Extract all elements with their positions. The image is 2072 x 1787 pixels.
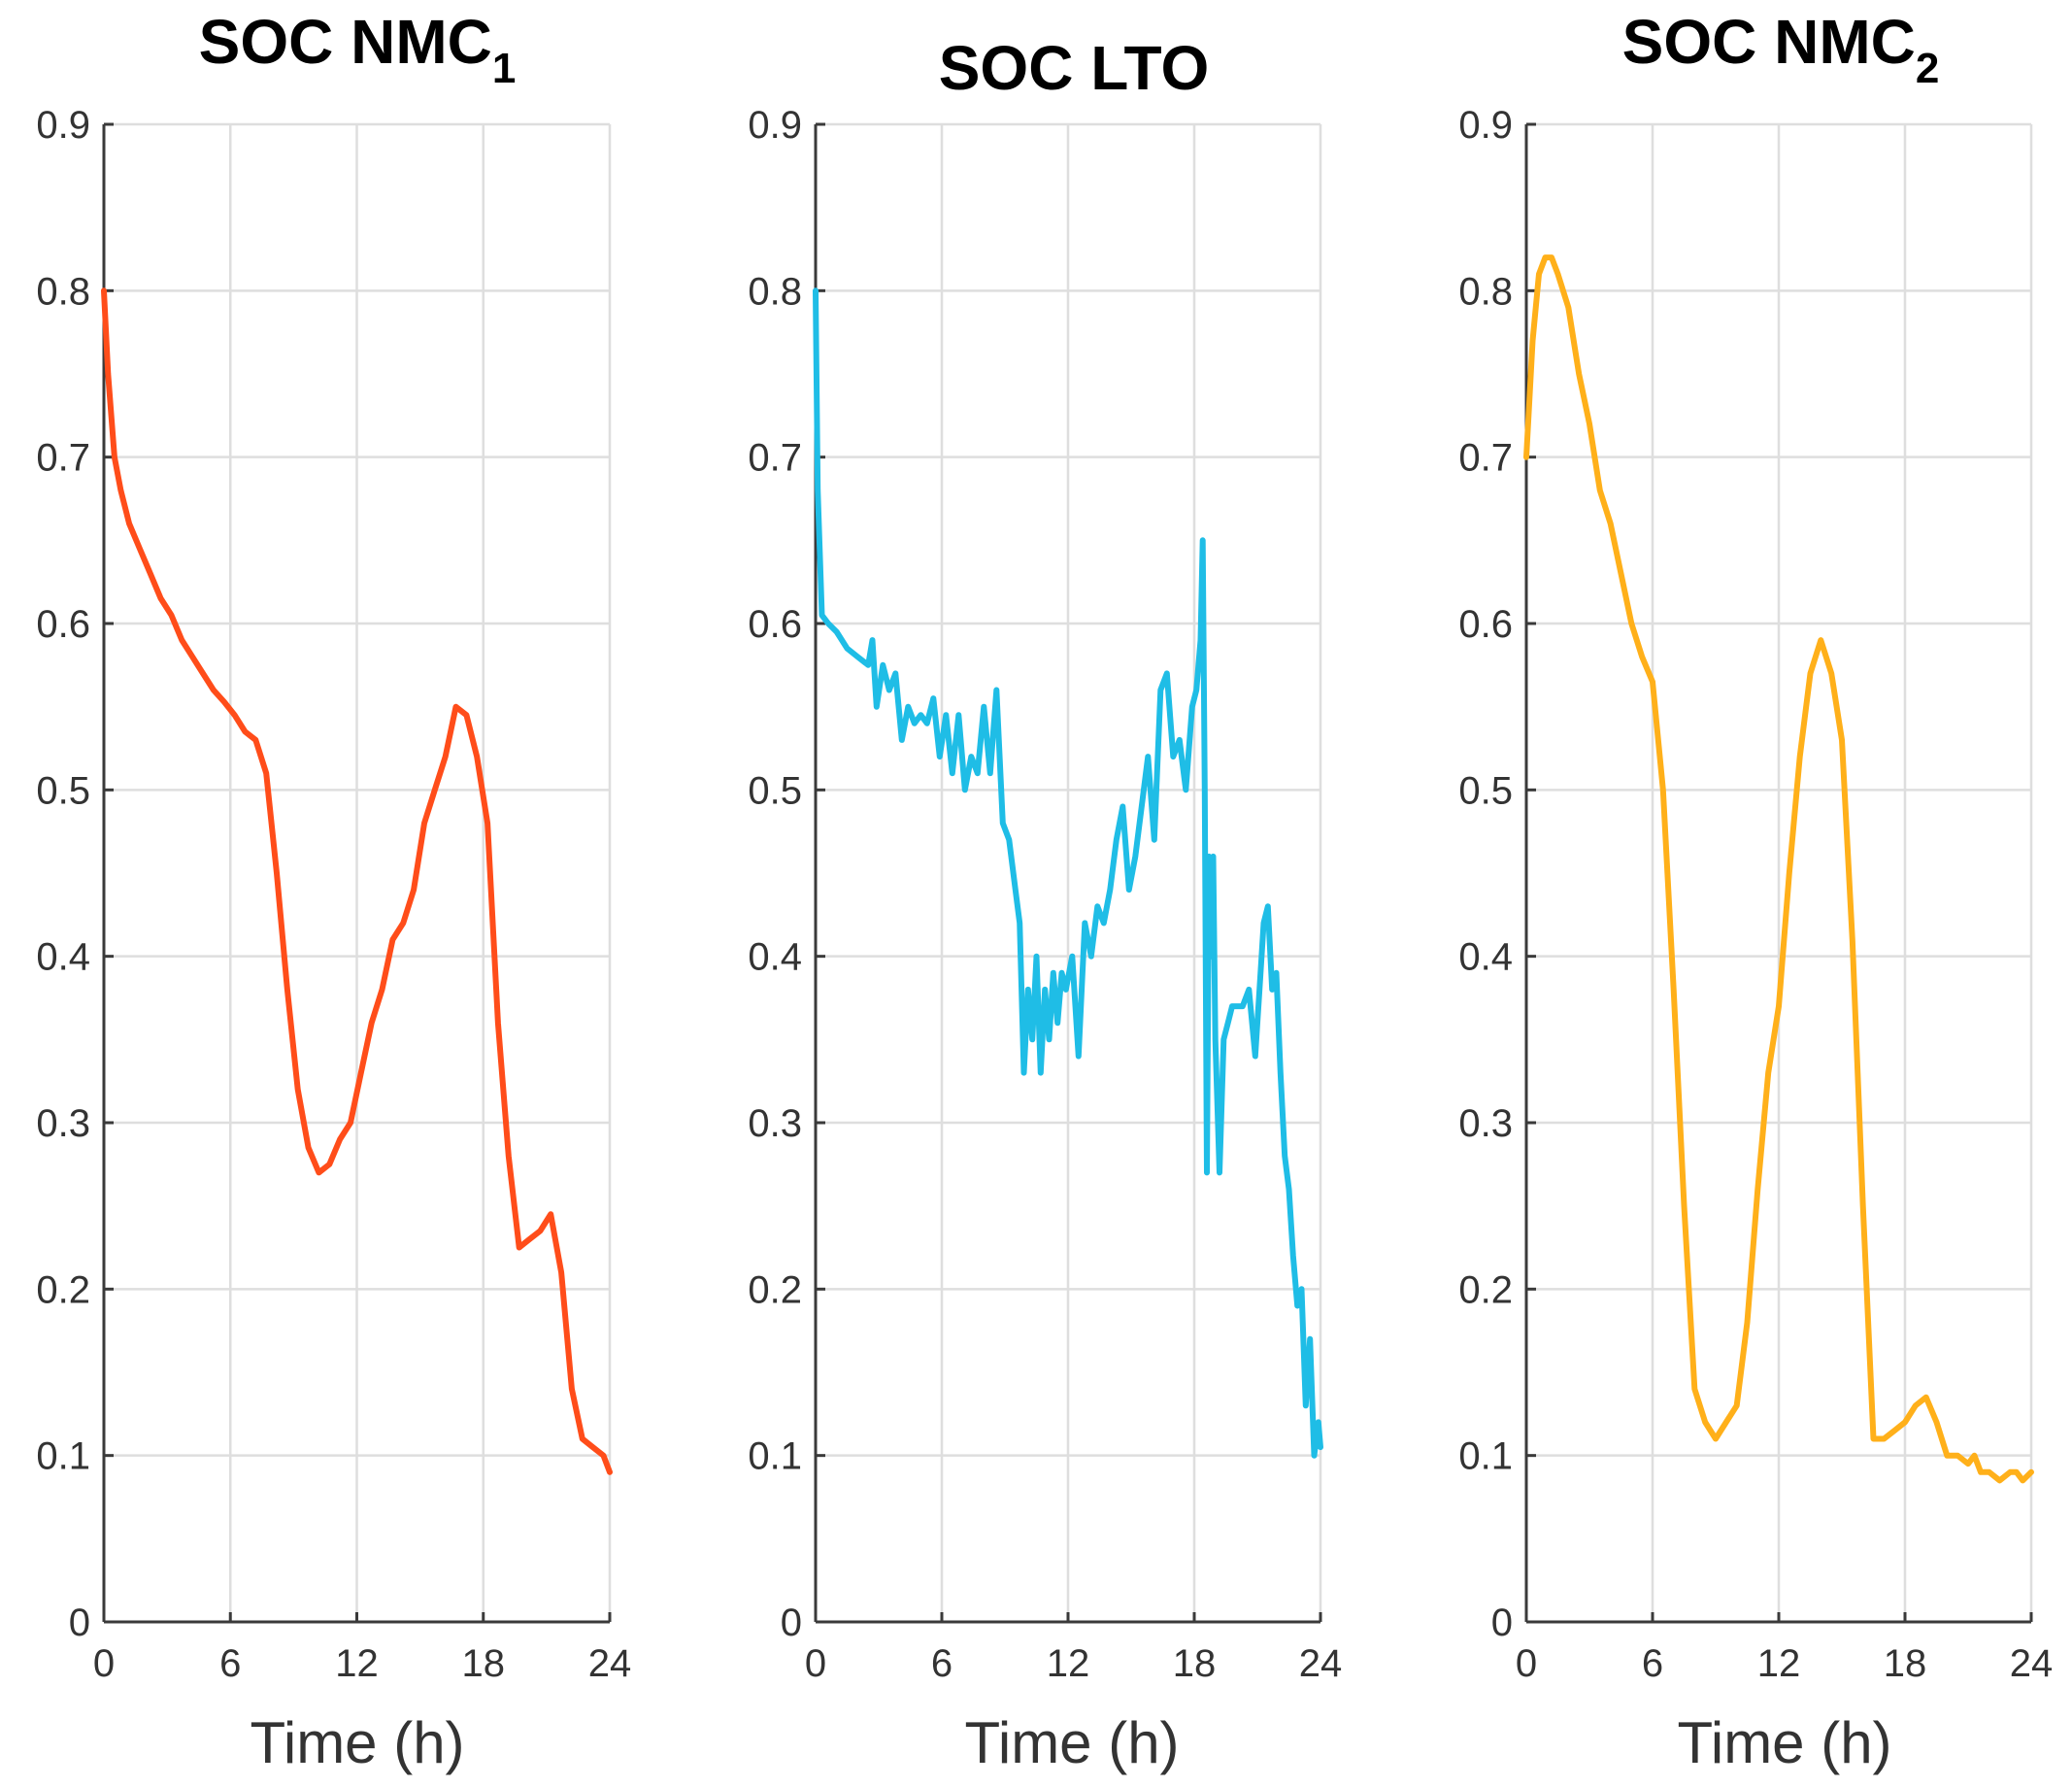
chart-title-subscript: 1 xyxy=(492,45,516,92)
y-tick-label: 0.6 xyxy=(36,603,90,646)
chart-title-soc-nmc1: SOC NMC1 xyxy=(199,7,517,92)
x-tick-label: 0 xyxy=(1516,1642,1537,1685)
series-line-soc-nmc1 xyxy=(101,287,613,1475)
y-tick-label: 0.3 xyxy=(36,1102,90,1145)
x-tick-label: 12 xyxy=(335,1642,379,1685)
y-tick-label: 0 xyxy=(781,1602,802,1644)
y-tick-label: 0.5 xyxy=(36,769,90,812)
chart-title-soc-nmc2: SOC NMC2 xyxy=(1622,7,1940,92)
series-line-soc-lto xyxy=(813,287,1323,1459)
y-tick-label: 0 xyxy=(1491,1602,1513,1644)
x-tick-label: 18 xyxy=(1884,1642,1927,1685)
x-tick-label: 24 xyxy=(1299,1642,1343,1685)
chart-panel-soc-nmc2: SOC NMC2 0 0.1 0.2 0.3 0.4 0.5 0.6 0.7 0.8 0.9 0 6 1… xyxy=(1458,7,2053,1775)
x-tick-label: 18 xyxy=(1173,1642,1217,1685)
y-tick-label: 0.5 xyxy=(748,769,802,812)
tick-labels: 0 0.1 0.2 0.3 0.4 0.5 0.6 0.7 0.8 0.9 0 6 12 18 24 xyxy=(36,104,631,1685)
x-tick-label: 12 xyxy=(1757,1642,1801,1685)
y-tick-label: 0.6 xyxy=(1458,603,1513,646)
y-tick-label: 0.9 xyxy=(748,104,802,147)
x-tick-label: 0 xyxy=(805,1642,826,1685)
y-tick-label: 0.7 xyxy=(748,437,802,480)
y-tick-label: 0.1 xyxy=(1458,1435,1513,1478)
tick-labels: 0 0.1 0.2 0.3 0.4 0.5 0.6 0.7 0.8 0.9 0 6 12 18 24 xyxy=(1458,104,2053,1685)
x-tick-label: 6 xyxy=(219,1642,241,1685)
chart-panel-soc-lto: SOC LTO 0 0.1 0.2 0.3 0.4 0.5 0.6 0.7 0.8 0.9 0 6 12… xyxy=(748,33,1342,1775)
tick-labels: 0 0.1 0.2 0.3 0.4 0.5 0.6 0.7 0.8 0.9 0 6 12 18 24 xyxy=(748,104,1342,1685)
y-tick-label: 0.4 xyxy=(748,936,802,979)
x-tick-label: 6 xyxy=(931,1642,952,1685)
y-tick-label: 0.8 xyxy=(1458,270,1513,313)
x-tick-label: 24 xyxy=(2010,1642,2054,1685)
y-tick-label: 0.2 xyxy=(748,1268,802,1311)
y-tick-label: 0.4 xyxy=(1458,936,1513,979)
series-line-soc-nmc2 xyxy=(1523,254,2034,1484)
axes xyxy=(1524,122,2033,1624)
y-tick-label: 0.6 xyxy=(748,603,802,646)
y-tick-label: 0.9 xyxy=(36,104,90,147)
y-tick-label: 0.1 xyxy=(36,1435,90,1478)
y-tick-label: 0.2 xyxy=(1458,1268,1513,1311)
grid xyxy=(814,122,1322,1624)
y-tick-label: 0.3 xyxy=(1458,1102,1513,1145)
chart-title-subscript: 2 xyxy=(1916,45,1939,92)
x-tick-label: 18 xyxy=(462,1642,506,1685)
x-axis-label: Time (h) xyxy=(964,1710,1179,1775)
x-axis-label: Time (h) xyxy=(250,1710,464,1775)
y-tick-label: 0.4 xyxy=(36,936,90,979)
y-tick-label: 0.7 xyxy=(1458,437,1513,480)
x-axis-label: Time (h) xyxy=(1677,1710,1891,1775)
y-tick-label: 0.5 xyxy=(1458,769,1513,812)
y-tick-label: 0.7 xyxy=(36,437,90,480)
chart-panel-soc-nmc1: SOC NMC1 0 0.1 0.2 0.3 0.4 0.5 0.6 0.7 0.8 0.9 0 6 1… xyxy=(36,7,631,1775)
y-tick-label: 0 xyxy=(69,1602,90,1644)
y-tick-label: 0.8 xyxy=(36,270,90,313)
x-tick-label: 0 xyxy=(93,1642,115,1685)
grid xyxy=(1524,122,2033,1624)
y-tick-label: 0.1 xyxy=(748,1435,802,1478)
x-tick-label: 24 xyxy=(588,1642,632,1685)
y-tick-label: 0.9 xyxy=(1458,104,1513,147)
grid xyxy=(102,122,612,1624)
y-tick-label: 0.2 xyxy=(36,1268,90,1311)
y-tick-label: 0.8 xyxy=(748,270,802,313)
x-tick-label: 12 xyxy=(1047,1642,1090,1685)
y-tick-label: 0.3 xyxy=(748,1102,802,1145)
x-tick-label: 6 xyxy=(1642,1642,1663,1685)
chart-title-soc-lto: SOC LTO xyxy=(939,33,1210,103)
